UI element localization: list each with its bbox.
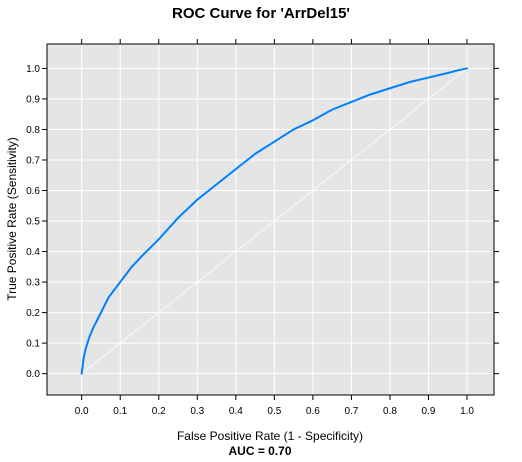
x-tick-label: 0.1 xyxy=(113,406,127,417)
x-tick-label: 0.6 xyxy=(306,406,320,417)
auc-annotation: AUC = 0.70 xyxy=(228,444,291,458)
y-tick-label: 0.1 xyxy=(26,339,40,350)
y-tick-label: 0.0 xyxy=(26,369,40,380)
y-tick-label: 0.6 xyxy=(26,186,40,197)
x-tick-label: 0.2 xyxy=(152,406,166,417)
x-tick-label: 0.4 xyxy=(229,406,243,417)
plot-background xyxy=(47,44,494,395)
chart-title: ROC Curve for 'ArrDel15' xyxy=(172,5,350,22)
y-tick-label: 0.8 xyxy=(26,125,40,136)
y-tick-label: 0.3 xyxy=(26,278,40,289)
x-axis-label: False Positive Rate (1 - Specificity) xyxy=(177,429,363,443)
x-tick-label: 0.0 xyxy=(75,406,89,417)
y-tick-label: 0.5 xyxy=(26,217,40,228)
y-tick-label: 0.2 xyxy=(26,308,40,319)
series-layer xyxy=(80,67,469,375)
y-tick-label: 0.9 xyxy=(26,94,40,105)
diagonal-reference-line xyxy=(81,68,468,375)
x-tick-label: 0.3 xyxy=(190,406,204,417)
x-tick-label: 0.5 xyxy=(267,406,281,417)
x-tick-label: 0.8 xyxy=(383,406,397,417)
x-tick-label: 0.9 xyxy=(422,406,436,417)
y-tick-label: 0.4 xyxy=(26,247,40,258)
x-tick-label: 0.7 xyxy=(344,406,358,417)
plot-frame xyxy=(46,43,495,396)
grid-lines xyxy=(47,44,494,395)
roc-curve-line xyxy=(80,67,469,375)
y-tick-label: 1.0 xyxy=(26,64,40,75)
axis-ticks: 0.0 0.1 0.2 0.3 0.4 0.5 0.6 0.7 0.8 0.9 1.0 0.0 0.1 0… xyxy=(26,39,499,417)
y-tick-label: 0.7 xyxy=(26,155,40,166)
x-tick-label: 1.0 xyxy=(460,406,474,417)
y-axis-label: True Positive Rate (Sensitivity) xyxy=(5,137,19,301)
